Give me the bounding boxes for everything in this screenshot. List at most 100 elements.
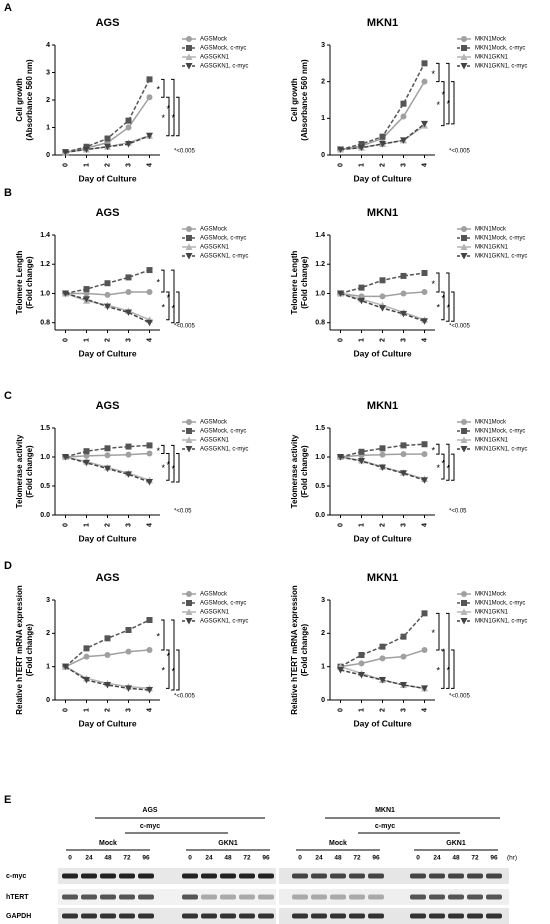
bracket	[171, 444, 175, 483]
legend-marker	[186, 600, 192, 606]
bracket	[166, 291, 170, 321]
x-tick-label: 3	[400, 523, 407, 527]
legend-marker	[461, 45, 467, 51]
point	[104, 303, 111, 311]
point	[400, 653, 407, 660]
band	[182, 873, 198, 879]
point	[146, 478, 153, 486]
time-label: 24	[85, 855, 93, 862]
blot-strip	[279, 889, 509, 905]
chart-title: MKN1	[367, 572, 398, 584]
legend-label: MKN1GKN1	[475, 55, 509, 61]
point	[379, 305, 386, 312]
band	[330, 913, 346, 919]
point	[146, 442, 153, 449]
condition-label: GKN1	[446, 840, 466, 847]
x-tick-label: 1	[83, 708, 90, 712]
band	[258, 913, 274, 919]
x-tick-label: 0	[62, 523, 69, 527]
band	[100, 913, 116, 919]
point	[62, 454, 69, 461]
bracket	[161, 619, 165, 651]
band	[467, 913, 483, 919]
point	[379, 133, 386, 140]
point	[62, 290, 69, 297]
point	[421, 477, 428, 484]
point	[400, 470, 407, 477]
x-tick-label: 1	[358, 708, 365, 712]
significance-mark: *	[166, 460, 170, 470]
point	[83, 296, 90, 303]
bracket	[176, 96, 180, 137]
y-tick-label: 0.8	[40, 320, 50, 327]
point	[146, 289, 153, 295]
y-axis-label: (Fold change)	[25, 623, 34, 676]
bracket	[161, 78, 165, 98]
chart-title: AGS	[96, 572, 120, 584]
y-tick-label: 0.5	[315, 483, 325, 490]
panel-label: C	[4, 390, 12, 402]
y-tick-label: 1.5	[40, 425, 50, 432]
point	[104, 635, 111, 642]
point	[104, 682, 111, 689]
legend-label: AGSGKN1, c-myc	[200, 619, 248, 625]
y-axis-label: Telomerase activity	[15, 434, 24, 508]
point	[125, 648, 132, 655]
point	[337, 290, 344, 297]
legend-marker	[186, 45, 192, 51]
legend-label: AGSGKN1	[200, 55, 230, 61]
band	[220, 913, 236, 919]
x-tick-label: 4	[146, 708, 153, 712]
point	[358, 297, 365, 305]
point	[146, 647, 153, 653]
bracket	[161, 269, 165, 293]
point	[125, 117, 132, 124]
point	[62, 149, 69, 156]
x-tick-label: 4	[146, 523, 153, 527]
x-tick-label: 1	[358, 163, 365, 167]
time-label: 0	[188, 855, 192, 862]
point	[379, 277, 386, 284]
bracket	[446, 272, 450, 322]
group-label: MKN1	[375, 807, 395, 814]
point	[104, 452, 111, 459]
band	[62, 913, 78, 919]
legend-marker	[460, 53, 468, 60]
point	[125, 627, 132, 633]
x-tick-label: 3	[125, 163, 132, 167]
significance-mark: *	[161, 463, 165, 473]
band	[410, 873, 426, 879]
point	[125, 124, 132, 131]
point	[83, 146, 90, 153]
x-tick-label: 0	[337, 163, 344, 167]
legend-marker	[460, 446, 468, 453]
band	[486, 913, 502, 919]
legend-marker	[460, 63, 468, 70]
legend-marker	[461, 36, 467, 42]
bracket	[176, 649, 180, 691]
band	[429, 894, 445, 900]
legend-label: MKN1Mock	[475, 592, 507, 598]
y-axis-label: Relative hTERT mRNA expression	[15, 585, 24, 715]
legend-marker	[186, 36, 192, 42]
point	[146, 76, 153, 83]
x-tick-label: 2	[379, 163, 386, 167]
significance-mark: *	[166, 104, 170, 114]
point	[146, 450, 153, 457]
point	[104, 652, 111, 658]
x-tick-label: 2	[104, 708, 111, 712]
legend-label: MKN1Mock, c-myc	[475, 429, 525, 435]
y-tick-label: 3	[46, 69, 50, 76]
band	[119, 873, 135, 879]
blot-strip	[58, 868, 276, 884]
x-tick-label: 1	[358, 338, 365, 342]
y-axis-label: (Fold change)	[300, 623, 309, 676]
y-axis-label: (Fold change)	[300, 256, 309, 309]
band	[81, 913, 97, 919]
bracket	[161, 444, 165, 455]
time-label: 96	[262, 855, 270, 862]
bracket	[436, 272, 440, 293]
band	[292, 894, 308, 900]
legend-label: MKN1Mock, c-myc	[475, 601, 525, 607]
band	[292, 913, 308, 919]
